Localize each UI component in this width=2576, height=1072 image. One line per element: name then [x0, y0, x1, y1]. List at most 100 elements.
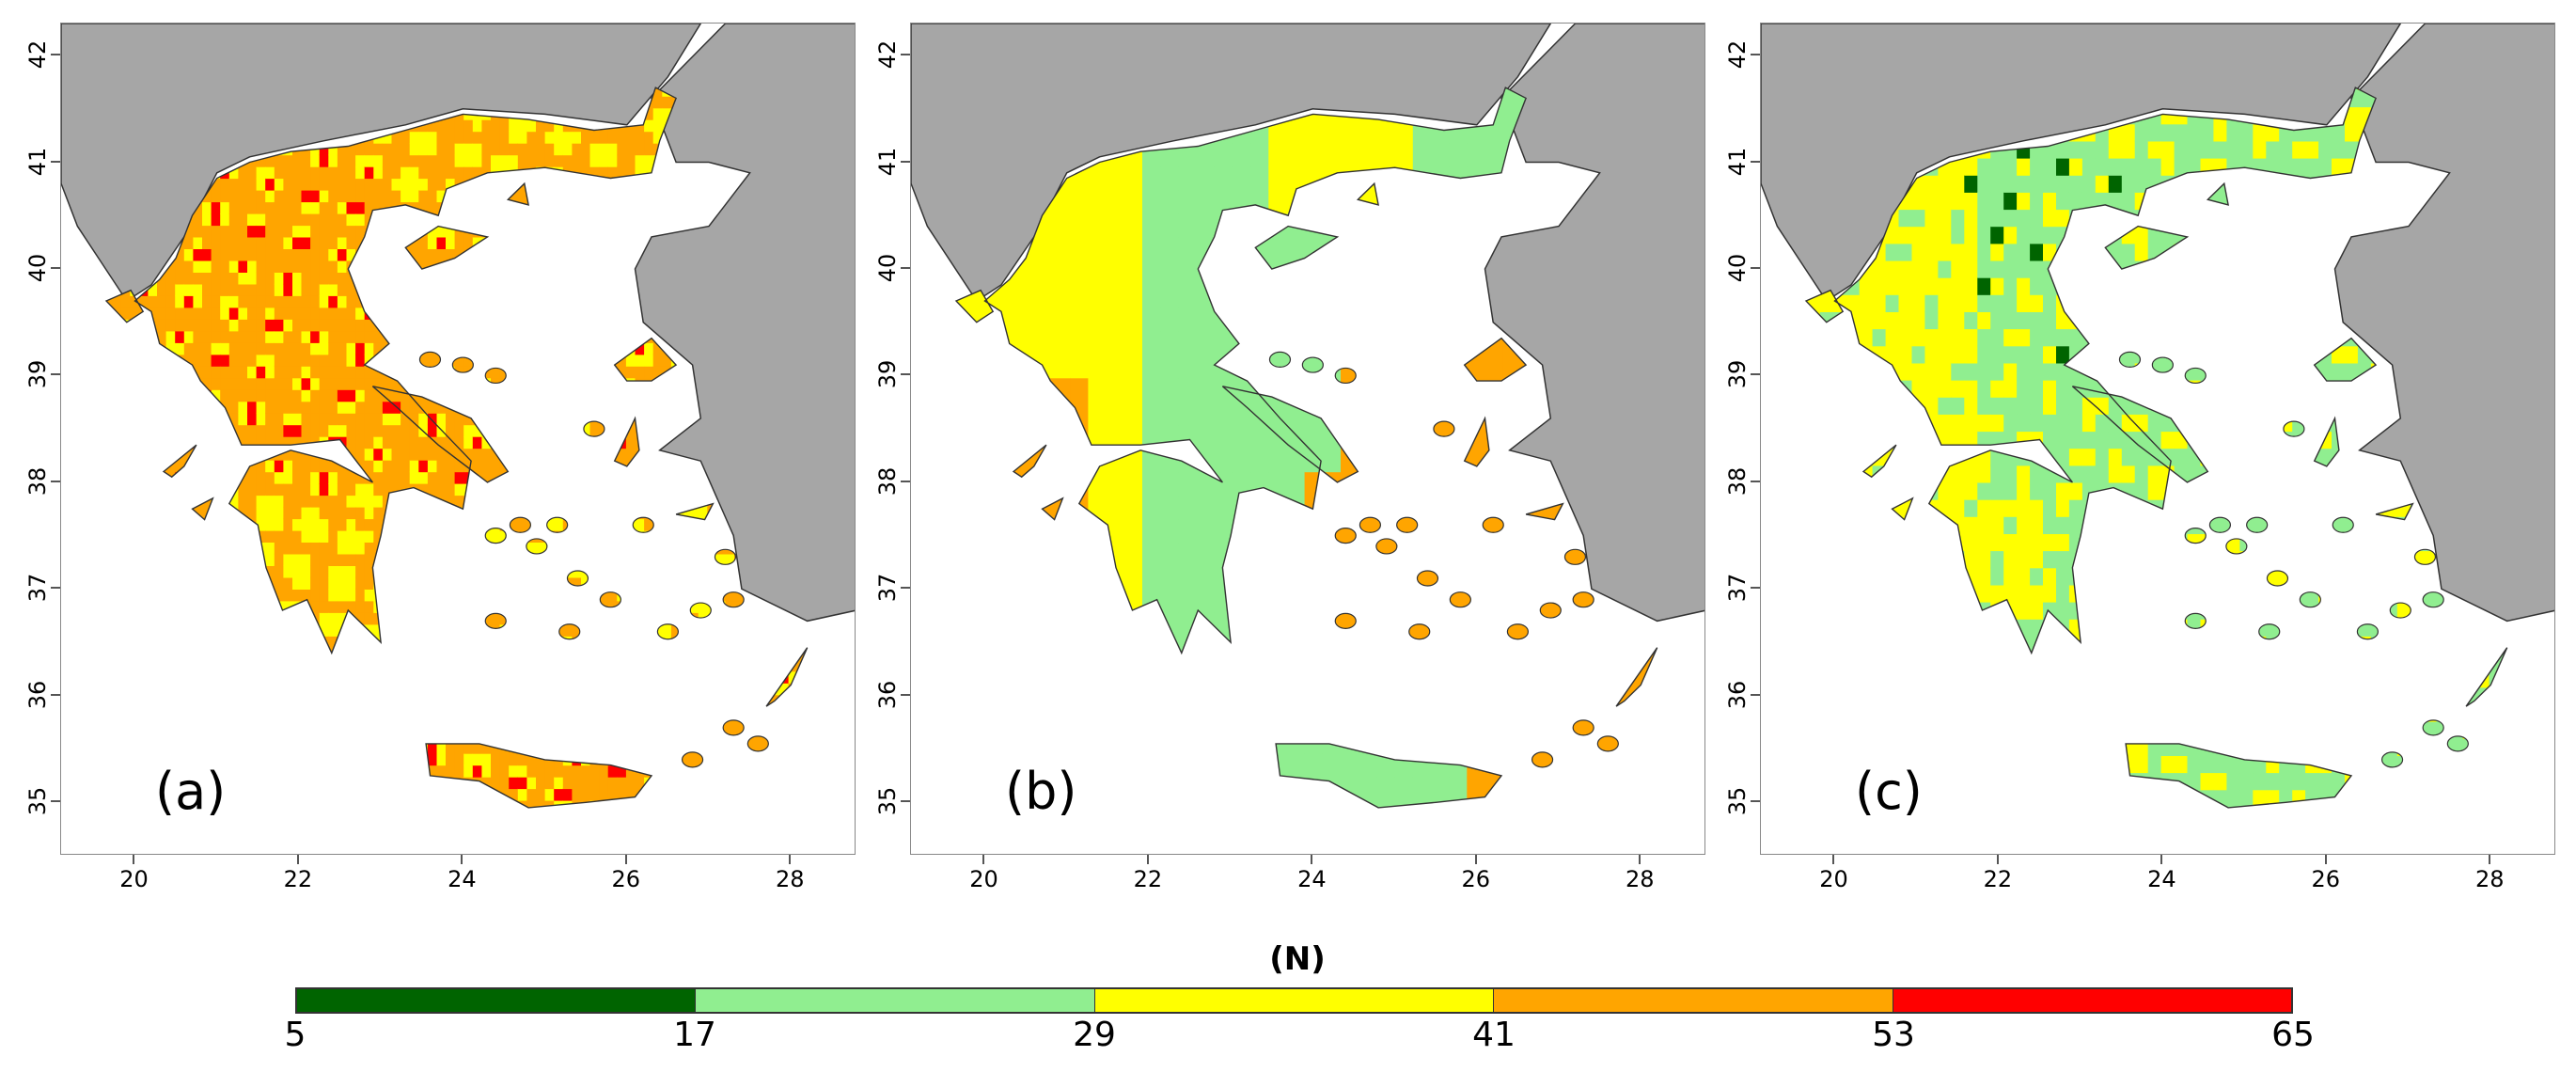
x-tick-label: 26 [1461, 866, 1491, 892]
colorbar-segment [297, 989, 697, 1012]
x-tick-label: 22 [1133, 866, 1163, 892]
y-tick-mark [1751, 54, 1760, 56]
x-tick-mark [2324, 855, 2327, 864]
panel-label: (a) [155, 762, 227, 821]
y-tick-mark [1751, 480, 1760, 482]
neighbor-land-turkey [2333, 24, 2554, 623]
colorbar [295, 987, 2293, 1014]
y-tick-label: 36 [1724, 680, 1751, 710]
y-tick-mark [1751, 587, 1760, 590]
y-tick-label: 35 [24, 787, 51, 816]
x-tick-mark [982, 855, 985, 864]
y-tick-label: 39 [24, 360, 51, 389]
y-tick-label: 41 [1724, 147, 1751, 176]
map-panel-b: (b) [910, 23, 1705, 855]
map-panel-a: (a) [60, 23, 856, 855]
y-tick-label: 36 [24, 680, 51, 710]
greece-map [61, 24, 855, 809]
x-tick-mark [2160, 855, 2163, 864]
greece-map [1761, 24, 2554, 809]
y-tick-mark [1751, 800, 1760, 803]
y-tick-label: 36 [874, 680, 901, 710]
panel-label: (b) [1005, 762, 1077, 821]
x-tick-label: 26 [2311, 866, 2341, 892]
x-tick-mark [624, 855, 627, 864]
x-tick-label: 22 [1983, 866, 2013, 892]
y-tick-mark [51, 587, 60, 590]
x-tick-mark [296, 855, 299, 864]
x-tick-mark [133, 855, 135, 864]
x-tick-label: 24 [2147, 866, 2176, 892]
neighbor-land-turkey [1484, 24, 1704, 623]
y-tick-mark [901, 587, 910, 590]
y-tick-label: 41 [874, 147, 901, 176]
y-tick-mark [901, 266, 910, 269]
neighbor-land-balkans [61, 24, 702, 303]
x-tick-label: 26 [611, 866, 641, 892]
x-tick-mark [1474, 855, 1477, 864]
y-tick-label: 37 [874, 574, 901, 603]
y-tick-mark [51, 693, 60, 696]
x-tick-mark [1311, 855, 1313, 864]
colorbar-tick-label: 5 [284, 1016, 306, 1054]
colorbar-tick-label: 53 [1872, 1016, 1915, 1054]
x-tick-mark [789, 855, 792, 864]
y-tick-mark [901, 800, 910, 803]
x-tick-mark [1996, 855, 1999, 864]
colorbar-segment [1094, 989, 1495, 1012]
y-tick-mark [1751, 373, 1760, 376]
colorbar-tick-label: 17 [673, 1016, 716, 1054]
y-tick-mark [51, 480, 60, 482]
y-tick-label: 37 [1724, 574, 1751, 603]
x-tick-mark [1832, 855, 1835, 864]
y-tick-label: 42 [24, 39, 51, 70]
y-tick-label: 40 [1724, 253, 1751, 283]
y-tick-label: 38 [1724, 466, 1751, 497]
neighbor-land-balkans [911, 24, 1552, 303]
y-tick-label: 40 [874, 253, 901, 283]
y-tick-label: 35 [1724, 787, 1751, 816]
colorbar-segment [696, 989, 1095, 1012]
x-tick-label: 28 [2474, 866, 2505, 892]
greece-map [911, 24, 1704, 809]
y-tick-label: 39 [874, 360, 901, 389]
y-tick-mark [901, 54, 910, 56]
map-panel-c: (c) [1760, 23, 2555, 855]
y-tick-mark [1751, 266, 1760, 269]
y-tick-mark [51, 266, 60, 269]
y-tick-label: 42 [1724, 39, 1751, 70]
x-tick-label: 28 [775, 866, 805, 892]
x-tick-label: 24 [448, 866, 477, 892]
panel-label: (c) [1855, 762, 1923, 821]
x-tick-label: 24 [1297, 866, 1327, 892]
y-tick-mark [51, 373, 60, 376]
x-tick-label: 20 [119, 866, 149, 892]
colorbar-tick-label: 41 [1472, 1016, 1516, 1054]
y-tick-label: 39 [1724, 360, 1751, 389]
y-tick-label: 38 [24, 466, 51, 497]
y-tick-label: 37 [24, 574, 51, 603]
x-tick-mark [461, 855, 463, 864]
y-tick-label: 40 [24, 253, 51, 283]
y-tick-mark [51, 160, 60, 163]
neighbor-land-balkans [1761, 24, 2402, 303]
y-tick-mark [901, 373, 910, 376]
y-tick-mark [51, 800, 60, 803]
x-tick-mark [1146, 855, 1149, 864]
x-tick-label: 22 [283, 866, 313, 892]
colorbar-segment [1494, 989, 1893, 1012]
y-tick-mark [901, 480, 910, 482]
y-tick-mark [1751, 693, 1760, 696]
y-tick-label: 42 [874, 39, 901, 70]
x-tick-label: 20 [1819, 866, 1848, 892]
colorbar-tick-label: 65 [2271, 1016, 2315, 1054]
colorbar-title: (N) [1269, 940, 1326, 978]
neighbor-land-turkey [634, 24, 855, 623]
y-tick-mark [901, 160, 910, 163]
x-tick-label: 20 [969, 866, 998, 892]
x-tick-label: 28 [1625, 866, 1655, 892]
colorbar-tick-label: 29 [1073, 1016, 1116, 1054]
x-tick-mark [1639, 855, 1641, 864]
y-tick-label: 41 [24, 147, 51, 176]
y-tick-mark [1751, 160, 1760, 163]
